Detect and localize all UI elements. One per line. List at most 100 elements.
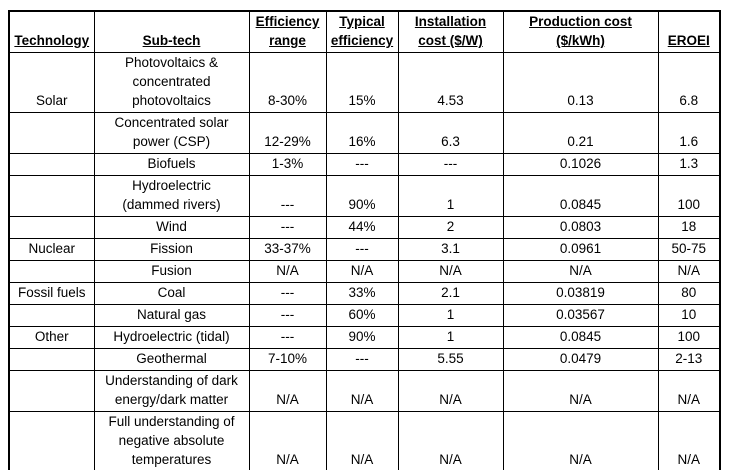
table-row: Other Hydroelectric (tidal) --- 90% 1 0.0845 1… bbox=[8, 326, 721, 349]
col-header-eroei: EROEI bbox=[657, 10, 721, 53]
cell-technology bbox=[8, 411, 95, 470]
cell-technology bbox=[8, 216, 95, 239]
cell-production-cost: N/A bbox=[502, 370, 659, 412]
header-row: Technology Sub-tech Efficiency range Typ… bbox=[8, 10, 721, 53]
cell-production-cost: 0.21 bbox=[502, 112, 659, 154]
col-header-typical-efficiency: Typical efficiency bbox=[325, 10, 399, 53]
cell-efficiency-range: 12-29% bbox=[248, 112, 327, 154]
cell-efficiency-range: 1-3% bbox=[248, 153, 327, 176]
cell-installation-cost: 1 bbox=[397, 326, 504, 349]
cell-sub-tech: Coal bbox=[93, 282, 250, 305]
cell-efficiency-range: --- bbox=[248, 282, 327, 305]
cell-efficiency-range: --- bbox=[248, 216, 327, 239]
cell-sub-tech: Natural gas bbox=[93, 304, 250, 327]
cell-installation-cost: N/A bbox=[397, 370, 504, 412]
cell-technology: Fossil fuels bbox=[8, 282, 95, 305]
cell-typical-efficiency: --- bbox=[325, 153, 399, 176]
cell-production-cost: 0.0803 bbox=[502, 216, 659, 239]
cell-installation-cost: 3.1 bbox=[397, 238, 504, 261]
cell-typical-efficiency: N/A bbox=[325, 411, 399, 470]
cell-sub-tech: Full understanding of negative absolute … bbox=[93, 411, 250, 470]
table-body: Solar Photovoltaics & concentrated photov… bbox=[8, 52, 721, 470]
cell-eroei: 6.8 bbox=[657, 52, 721, 113]
cell-technology bbox=[8, 153, 95, 176]
cell-sub-tech: Hydroelectric (tidal) bbox=[93, 326, 250, 349]
cell-typical-efficiency: --- bbox=[325, 348, 399, 371]
cell-production-cost: 0.13 bbox=[502, 52, 659, 113]
cell-production-cost: 0.03567 bbox=[502, 304, 659, 327]
cell-installation-cost: N/A bbox=[397, 411, 504, 470]
table-row: Geothermal 7-10% --- 5.55 0.0479 2-13 bbox=[8, 348, 721, 371]
cell-eroei: N/A bbox=[657, 370, 721, 412]
cell-eroei: 100 bbox=[657, 326, 721, 349]
table-row: Fusion N/A N/A N/A N/A N/A bbox=[8, 260, 721, 283]
cell-technology bbox=[8, 260, 95, 283]
cell-eroei: 80 bbox=[657, 282, 721, 305]
cell-sub-tech: Wind bbox=[93, 216, 250, 239]
cell-efficiency-range: 8-30% bbox=[248, 52, 327, 113]
cell-installation-cost: 1 bbox=[397, 304, 504, 327]
cell-installation-cost: 5.55 bbox=[397, 348, 504, 371]
cell-efficiency-range: N/A bbox=[248, 260, 327, 283]
cell-sub-tech: Hydroelectric (dammed rivers) bbox=[93, 175, 250, 217]
table-row: Natural gas --- 60% 1 0.03567 10 bbox=[8, 304, 721, 327]
cell-typical-efficiency: 15% bbox=[325, 52, 399, 113]
cell-installation-cost: N/A bbox=[397, 260, 504, 283]
cell-technology bbox=[8, 175, 95, 217]
cell-technology: Other bbox=[8, 326, 95, 349]
cell-sub-tech: Geothermal bbox=[93, 348, 250, 371]
cell-typical-efficiency: --- bbox=[325, 238, 399, 261]
cell-installation-cost: 2 bbox=[397, 216, 504, 239]
cell-efficiency-range: N/A bbox=[248, 370, 327, 412]
cell-efficiency-range: --- bbox=[248, 304, 327, 327]
cell-production-cost: 0.0961 bbox=[502, 238, 659, 261]
cell-technology bbox=[8, 304, 95, 327]
cell-production-cost: 0.1026 bbox=[502, 153, 659, 176]
table-row: Wind --- 44% 2 0.0803 18 bbox=[8, 216, 721, 239]
cell-installation-cost: 6.3 bbox=[397, 112, 504, 154]
cell-production-cost: 0.03819 bbox=[502, 282, 659, 305]
cell-typical-efficiency: N/A bbox=[325, 370, 399, 412]
table-row: Nuclear Fission 33-37% --- 3.1 0.0961 50-75 bbox=[8, 238, 721, 261]
cell-efficiency-range: 33-37% bbox=[248, 238, 327, 261]
table-row: Solar Photovoltaics & concentrated photov… bbox=[8, 52, 721, 113]
cell-typical-efficiency: 60% bbox=[325, 304, 399, 327]
cell-sub-tech: Understanding of dark energy/dark matter bbox=[93, 370, 250, 412]
cell-technology bbox=[8, 112, 95, 154]
energy-technology-table: Technology Sub-tech Efficiency range Typ… bbox=[8, 10, 721, 470]
cell-typical-efficiency: 16% bbox=[325, 112, 399, 154]
cell-production-cost: 0.0845 bbox=[502, 175, 659, 217]
table-row: Concentrated solar power (CSP) 12-29% 16% 6… bbox=[8, 112, 721, 154]
cell-eroei: 1.3 bbox=[657, 153, 721, 176]
cell-production-cost: N/A bbox=[502, 411, 659, 470]
cell-installation-cost: 4.53 bbox=[397, 52, 504, 113]
cell-typical-efficiency: 90% bbox=[325, 326, 399, 349]
col-header-production-cost: Production cost ($/kWh) bbox=[502, 10, 659, 53]
cell-eroei: 2-13 bbox=[657, 348, 721, 371]
cell-typical-efficiency: 90% bbox=[325, 175, 399, 217]
cell-installation-cost: 2.1 bbox=[397, 282, 504, 305]
cell-installation-cost: 1 bbox=[397, 175, 504, 217]
cell-efficiency-range: N/A bbox=[248, 411, 327, 470]
cell-technology: Solar bbox=[8, 52, 95, 113]
cell-technology bbox=[8, 348, 95, 371]
table-row: Fossil fuels Coal --- 33% 2.1 0.03819 80 bbox=[8, 282, 721, 305]
cell-eroei: 50-75 bbox=[657, 238, 721, 261]
cell-technology: Nuclear bbox=[8, 238, 95, 261]
cell-installation-cost: --- bbox=[397, 153, 504, 176]
cell-eroei: 18 bbox=[657, 216, 721, 239]
cell-efficiency-range: --- bbox=[248, 326, 327, 349]
col-header-sub-tech: Sub-tech bbox=[93, 10, 250, 53]
cell-sub-tech: Photovoltaics & concentrated photovoltai… bbox=[93, 52, 250, 113]
cell-typical-efficiency: 44% bbox=[325, 216, 399, 239]
cell-sub-tech: Concentrated solar power (CSP) bbox=[93, 112, 250, 154]
col-header-installation-cost: Installation cost ($/W) bbox=[397, 10, 504, 53]
cell-efficiency-range: 7-10% bbox=[248, 348, 327, 371]
cell-eroei: 1.6 bbox=[657, 112, 721, 154]
cell-sub-tech: Fusion bbox=[93, 260, 250, 283]
cell-sub-tech: Biofuels bbox=[93, 153, 250, 176]
table-row: Full understanding of negative absolute … bbox=[8, 411, 721, 470]
cell-eroei: N/A bbox=[657, 260, 721, 283]
col-header-efficiency-range: Efficiency range bbox=[248, 10, 327, 53]
